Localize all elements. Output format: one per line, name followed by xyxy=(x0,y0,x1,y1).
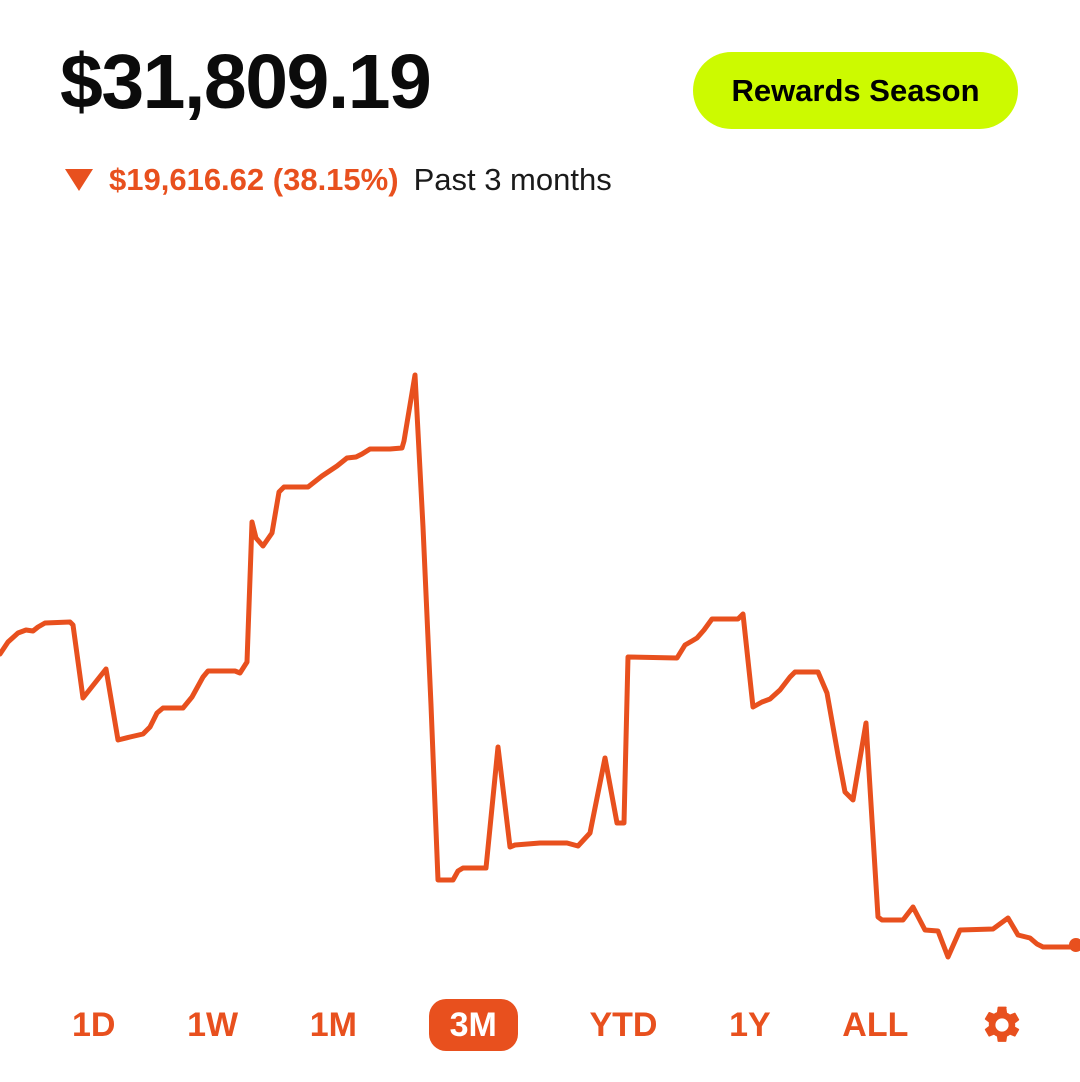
tab-1d[interactable]: 1D xyxy=(72,1006,116,1044)
current-value-dot xyxy=(1069,938,1080,952)
tab-1y[interactable]: 1Y xyxy=(729,1006,771,1044)
range-tab-bar: 1D 1W 1M 3M YTD 1Y ALL xyxy=(0,997,1080,1053)
rewards-season-button[interactable]: Rewards Season xyxy=(693,52,1018,129)
tab-all[interactable]: ALL xyxy=(842,1006,909,1044)
delta-amount-percent: $19,616.62 (38.15%) xyxy=(109,162,399,197)
triangle-down-icon xyxy=(65,169,93,191)
tab-1m[interactable]: 1M xyxy=(309,1006,357,1044)
portfolio-value: $31,809.19 xyxy=(60,39,432,125)
tab-1w[interactable]: 1W xyxy=(187,1006,239,1044)
rewards-season-label: Rewards Season xyxy=(731,72,980,108)
tab-3m[interactable]: 3M xyxy=(428,999,518,1051)
tab-ytd[interactable]: YTD xyxy=(589,1006,658,1044)
chart-settings-button[interactable] xyxy=(980,1003,1024,1047)
delta-period-label: Past 3 months xyxy=(413,162,612,197)
delta-row: $19,616.62 (38.15%) Past 3 months xyxy=(64,160,612,200)
portfolio-line xyxy=(0,372,1079,960)
gear-icon xyxy=(984,1006,1020,1042)
